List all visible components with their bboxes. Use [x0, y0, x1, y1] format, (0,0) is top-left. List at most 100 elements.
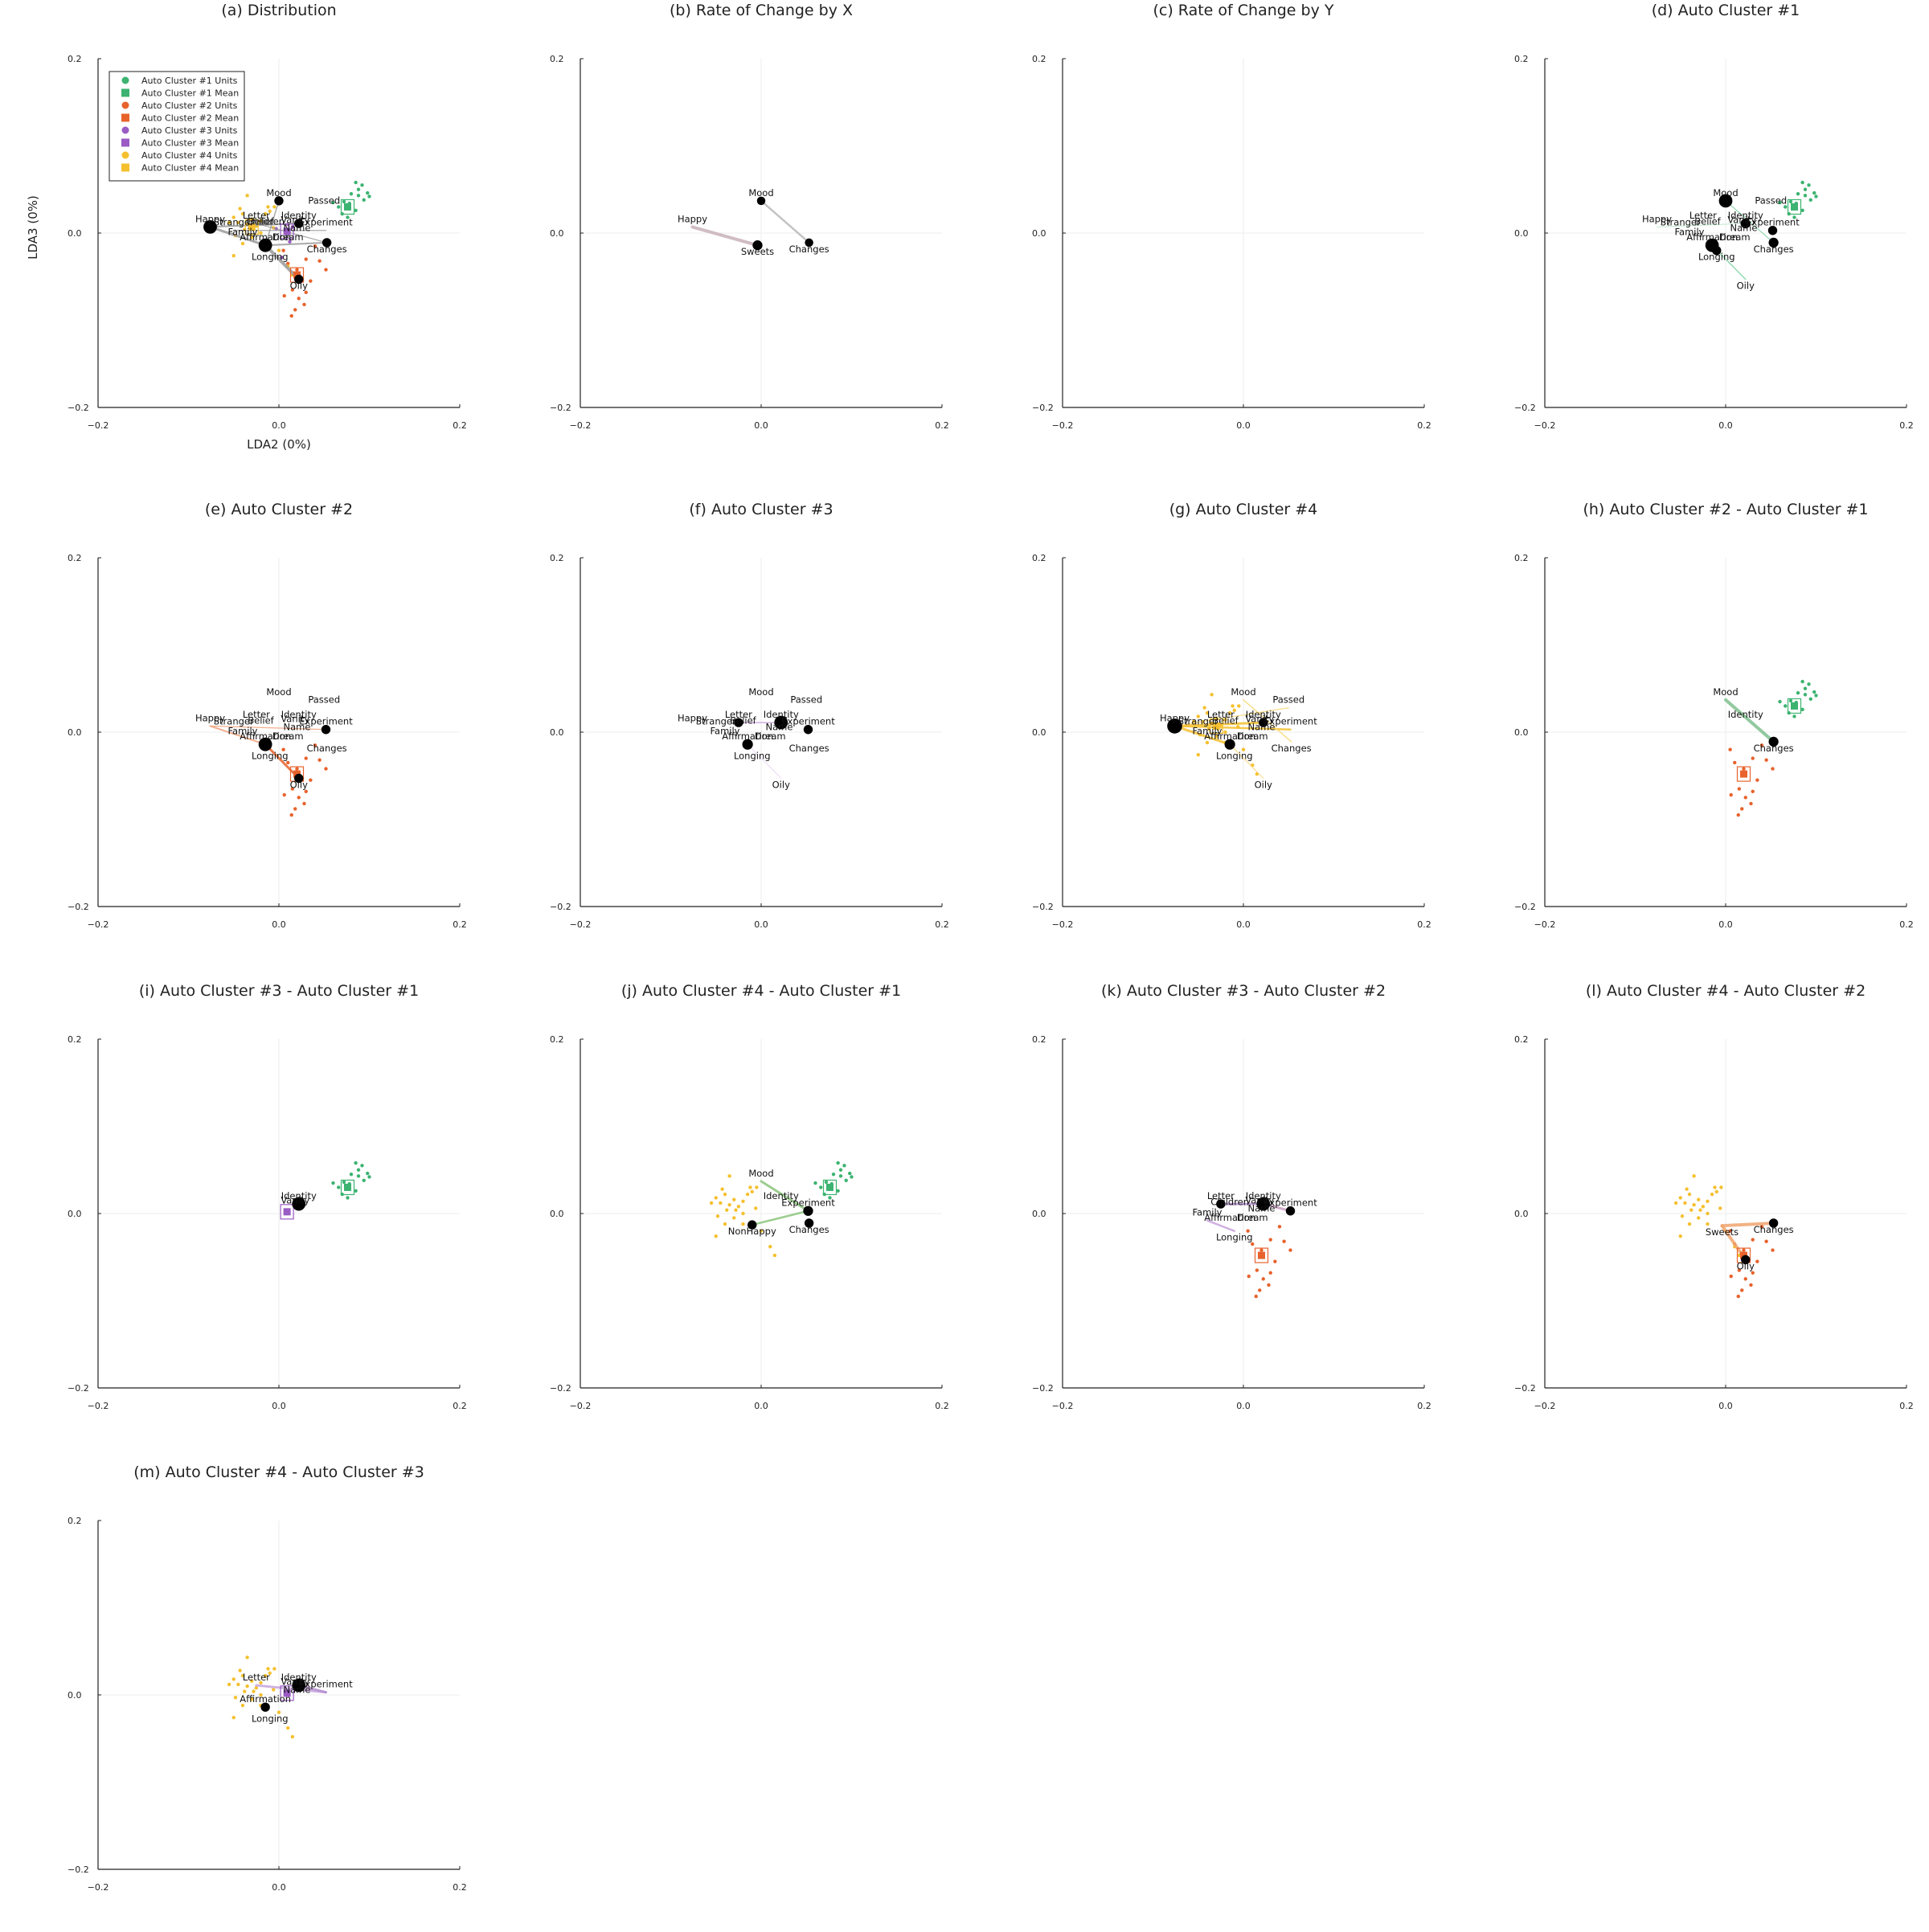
- word-label: Longing: [252, 1713, 289, 1725]
- x-tick-label: 0.2: [453, 420, 467, 431]
- unit-point-c2: [1764, 1239, 1768, 1243]
- word-label: NonHappy: [728, 1226, 776, 1237]
- unit-point-c2: [1258, 1288, 1262, 1292]
- y-tick-label: 0.2: [68, 1516, 82, 1526]
- unit-point-c1: [331, 200, 335, 205]
- unit-point-c4: [263, 211, 268, 216]
- y-tick-label: 0.2: [1514, 553, 1529, 563]
- word-node: [774, 715, 788, 730]
- edge-line: [1229, 743, 1264, 780]
- x-tick-label: 0.0: [754, 919, 768, 930]
- y-tick-label: 0.0: [1514, 1209, 1529, 1219]
- unit-point-c2: [1247, 1274, 1251, 1279]
- unit-point-c4: [1214, 735, 1218, 739]
- word-label: Passed: [1272, 694, 1304, 706]
- word-label: Name: [1248, 721, 1276, 732]
- unit-point-c4: [1196, 714, 1200, 718]
- panel-b: (b) Rate of Change by X −0.2 0.0 0.2 0.2 0.0 −…: [550, 2, 949, 431]
- unit-point-c2: [1729, 792, 1733, 797]
- legend-label: Auto Cluster #2 Mean: [141, 113, 239, 124]
- y-tick-label: −0.2: [1514, 1383, 1536, 1394]
- mean-box-c1: [1787, 199, 1802, 215]
- x-tick-label: 0.0: [1236, 420, 1251, 431]
- y-tick-label: −0.2: [68, 1383, 89, 1394]
- unit-point-c1: [1800, 208, 1804, 212]
- word-label: Oily: [1737, 1261, 1755, 1272]
- unit-point-c4: [768, 1245, 772, 1249]
- x-tick-label: −0.2: [1534, 420, 1556, 431]
- x-tick-label: 0.2: [1417, 1401, 1431, 1411]
- legend-label: Auto Cluster #4 Mean: [141, 163, 239, 174]
- word-node: [321, 725, 331, 735]
- unit-point-c1: [331, 1181, 335, 1185]
- x-tick-label: 0.2: [1417, 420, 1431, 431]
- unit-point-c1: [1808, 697, 1812, 701]
- y-tick-label: 0.0: [1032, 228, 1046, 239]
- unit-point-c1: [337, 205, 341, 209]
- unit-point-c1: [836, 1189, 840, 1193]
- unit-point-c2: [282, 293, 286, 298]
- word-label: Changes: [1754, 743, 1794, 754]
- word-label: Changes: [307, 244, 347, 255]
- unit-point-c2: [324, 268, 328, 272]
- unit-point-c1: [1807, 183, 1811, 187]
- unit-point-c4: [748, 1185, 752, 1189]
- x-tick-label: −0.2: [1052, 919, 1074, 930]
- unit-point-c2: [1268, 1238, 1272, 1242]
- x-tick-label: 0.2: [1899, 919, 1914, 930]
- mean-box-c1: [340, 199, 355, 215]
- word-label: Changes: [789, 1224, 829, 1235]
- unit-point-c2: [297, 796, 301, 800]
- word-label: Sweets: [741, 246, 774, 257]
- unit-point-c1: [366, 1171, 370, 1176]
- unit-point-c4: [1706, 1199, 1710, 1204]
- word-node: [1216, 1199, 1226, 1209]
- edge-line: [690, 225, 760, 248]
- unit-point-c2: [1261, 1277, 1265, 1281]
- y-tick-label: −0.2: [550, 1383, 571, 1394]
- edge-line: [760, 1180, 809, 1213]
- unit-point-c1: [1803, 194, 1808, 198]
- edge-line: [1173, 707, 1289, 727]
- mean-marker-c3: [283, 1689, 291, 1697]
- mean-marker-c4: [248, 223, 256, 231]
- unit-point-c4: [741, 1222, 745, 1226]
- word-label: Vanity: [1245, 1194, 1274, 1205]
- word-label: Stranger: [214, 716, 254, 727]
- mean-box-c3: [280, 223, 294, 239]
- unit-point-c1: [850, 1175, 854, 1179]
- unit-point-c4: [732, 1197, 736, 1201]
- panel-title: (b) Rate of Change by X: [670, 2, 853, 19]
- unit-point-c2: [317, 758, 322, 762]
- unit-point-c1: [1814, 694, 1818, 698]
- unit-point-c2: [1743, 1277, 1747, 1281]
- unit-point-c4: [1719, 1185, 1723, 1189]
- unit-point-c1: [362, 1178, 366, 1182]
- unit-point-c1: [349, 1172, 354, 1177]
- y-tick-label: −0.2: [1514, 403, 1536, 413]
- word-label: Experiment: [1746, 217, 1800, 228]
- word-label: Happy: [195, 712, 225, 723]
- unit-point-c4: [1692, 1174, 1696, 1178]
- panel-title: (c) Rate of Change by Y: [1153, 2, 1333, 19]
- unit-point-c2: [304, 789, 308, 793]
- x-tick-label: 0.2: [453, 1401, 467, 1411]
- unit-point-c1: [354, 208, 358, 212]
- x-tick-label: −0.2: [1052, 420, 1074, 431]
- word-node: [294, 773, 304, 784]
- word-label: Vanity: [281, 1676, 309, 1687]
- unit-point-c1: [1796, 191, 1800, 196]
- edge-line: [255, 1684, 327, 1694]
- word-node: [805, 238, 813, 248]
- word-node: [322, 238, 332, 248]
- mean-marker-c4: [1212, 722, 1220, 730]
- word-label: Changes: [1272, 743, 1312, 754]
- unit-point-c1: [1792, 215, 1796, 219]
- word-label: Changes: [307, 743, 347, 754]
- unit-point-c4: [240, 1703, 245, 1708]
- y-tick-label: 0.0: [68, 727, 82, 738]
- legend-marker-circle: [121, 126, 129, 134]
- x-tick-label: −0.2: [1534, 1401, 1556, 1411]
- panel-title: (f) Auto Cluster #3: [689, 501, 833, 518]
- edge-line: [1720, 1221, 1775, 1228]
